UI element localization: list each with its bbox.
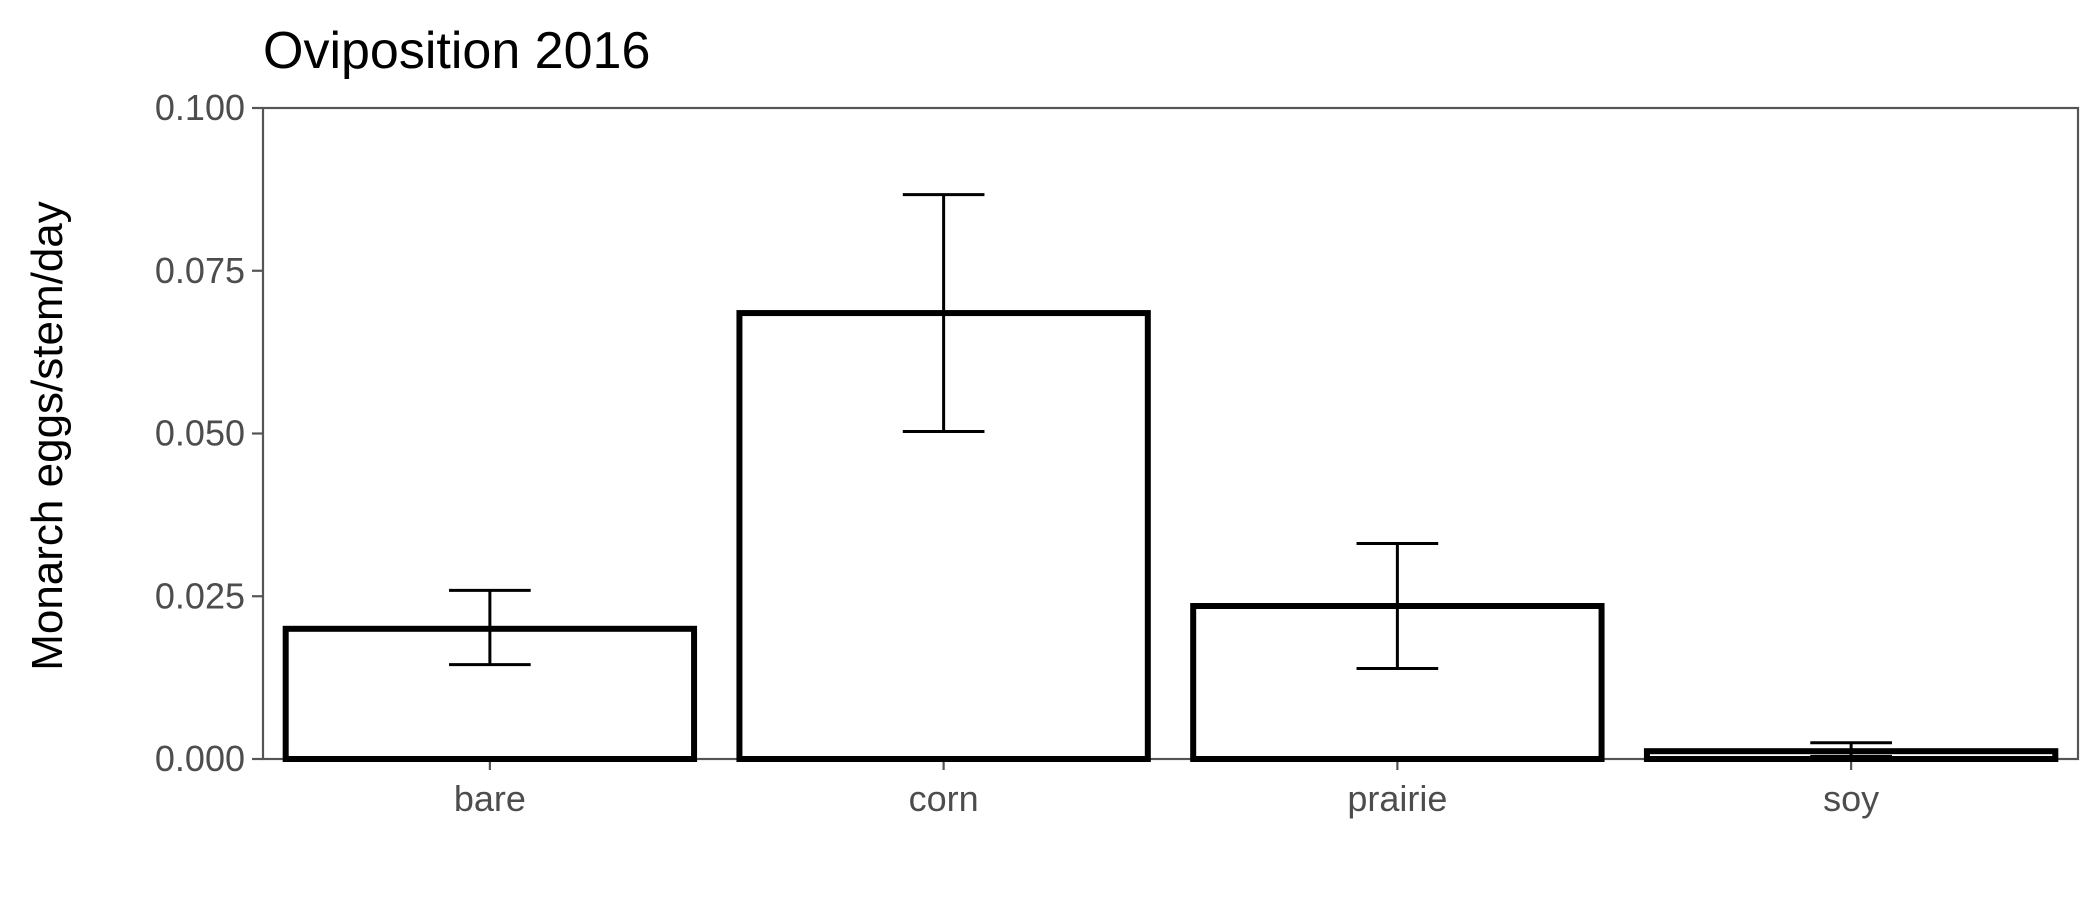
- x-tick-label: bare: [454, 778, 526, 819]
- y-axis-label: Monarch eggs/stem/day: [23, 201, 72, 671]
- bars-group: [282, 310, 2059, 763]
- x-tick-label: prairie: [1347, 778, 1447, 819]
- y-tick-label: 0.100: [155, 87, 245, 128]
- y-tick-label: 0.075: [155, 250, 245, 291]
- error-bar-corn: [902, 193, 985, 434]
- x-axis: bare corn prairie soy: [454, 759, 1879, 819]
- y-tick-label: 0.025: [155, 575, 245, 616]
- chart-title: Oviposition 2016: [263, 22, 650, 80]
- error-bar-soy: [1810, 741, 1892, 758]
- x-tick-label: soy: [1823, 778, 1879, 819]
- error-bar-prairie: [1356, 542, 1439, 671]
- x-tick-label: corn: [909, 778, 979, 819]
- error-bar-bare: [449, 588, 531, 667]
- y-tick-label: 0.050: [155, 413, 245, 454]
- y-axis: 0.000 0.025 0.050 0.075 0.100: [155, 87, 263, 779]
- error-bars-group: [449, 193, 1892, 758]
- y-tick-label: 0.000: [155, 738, 245, 779]
